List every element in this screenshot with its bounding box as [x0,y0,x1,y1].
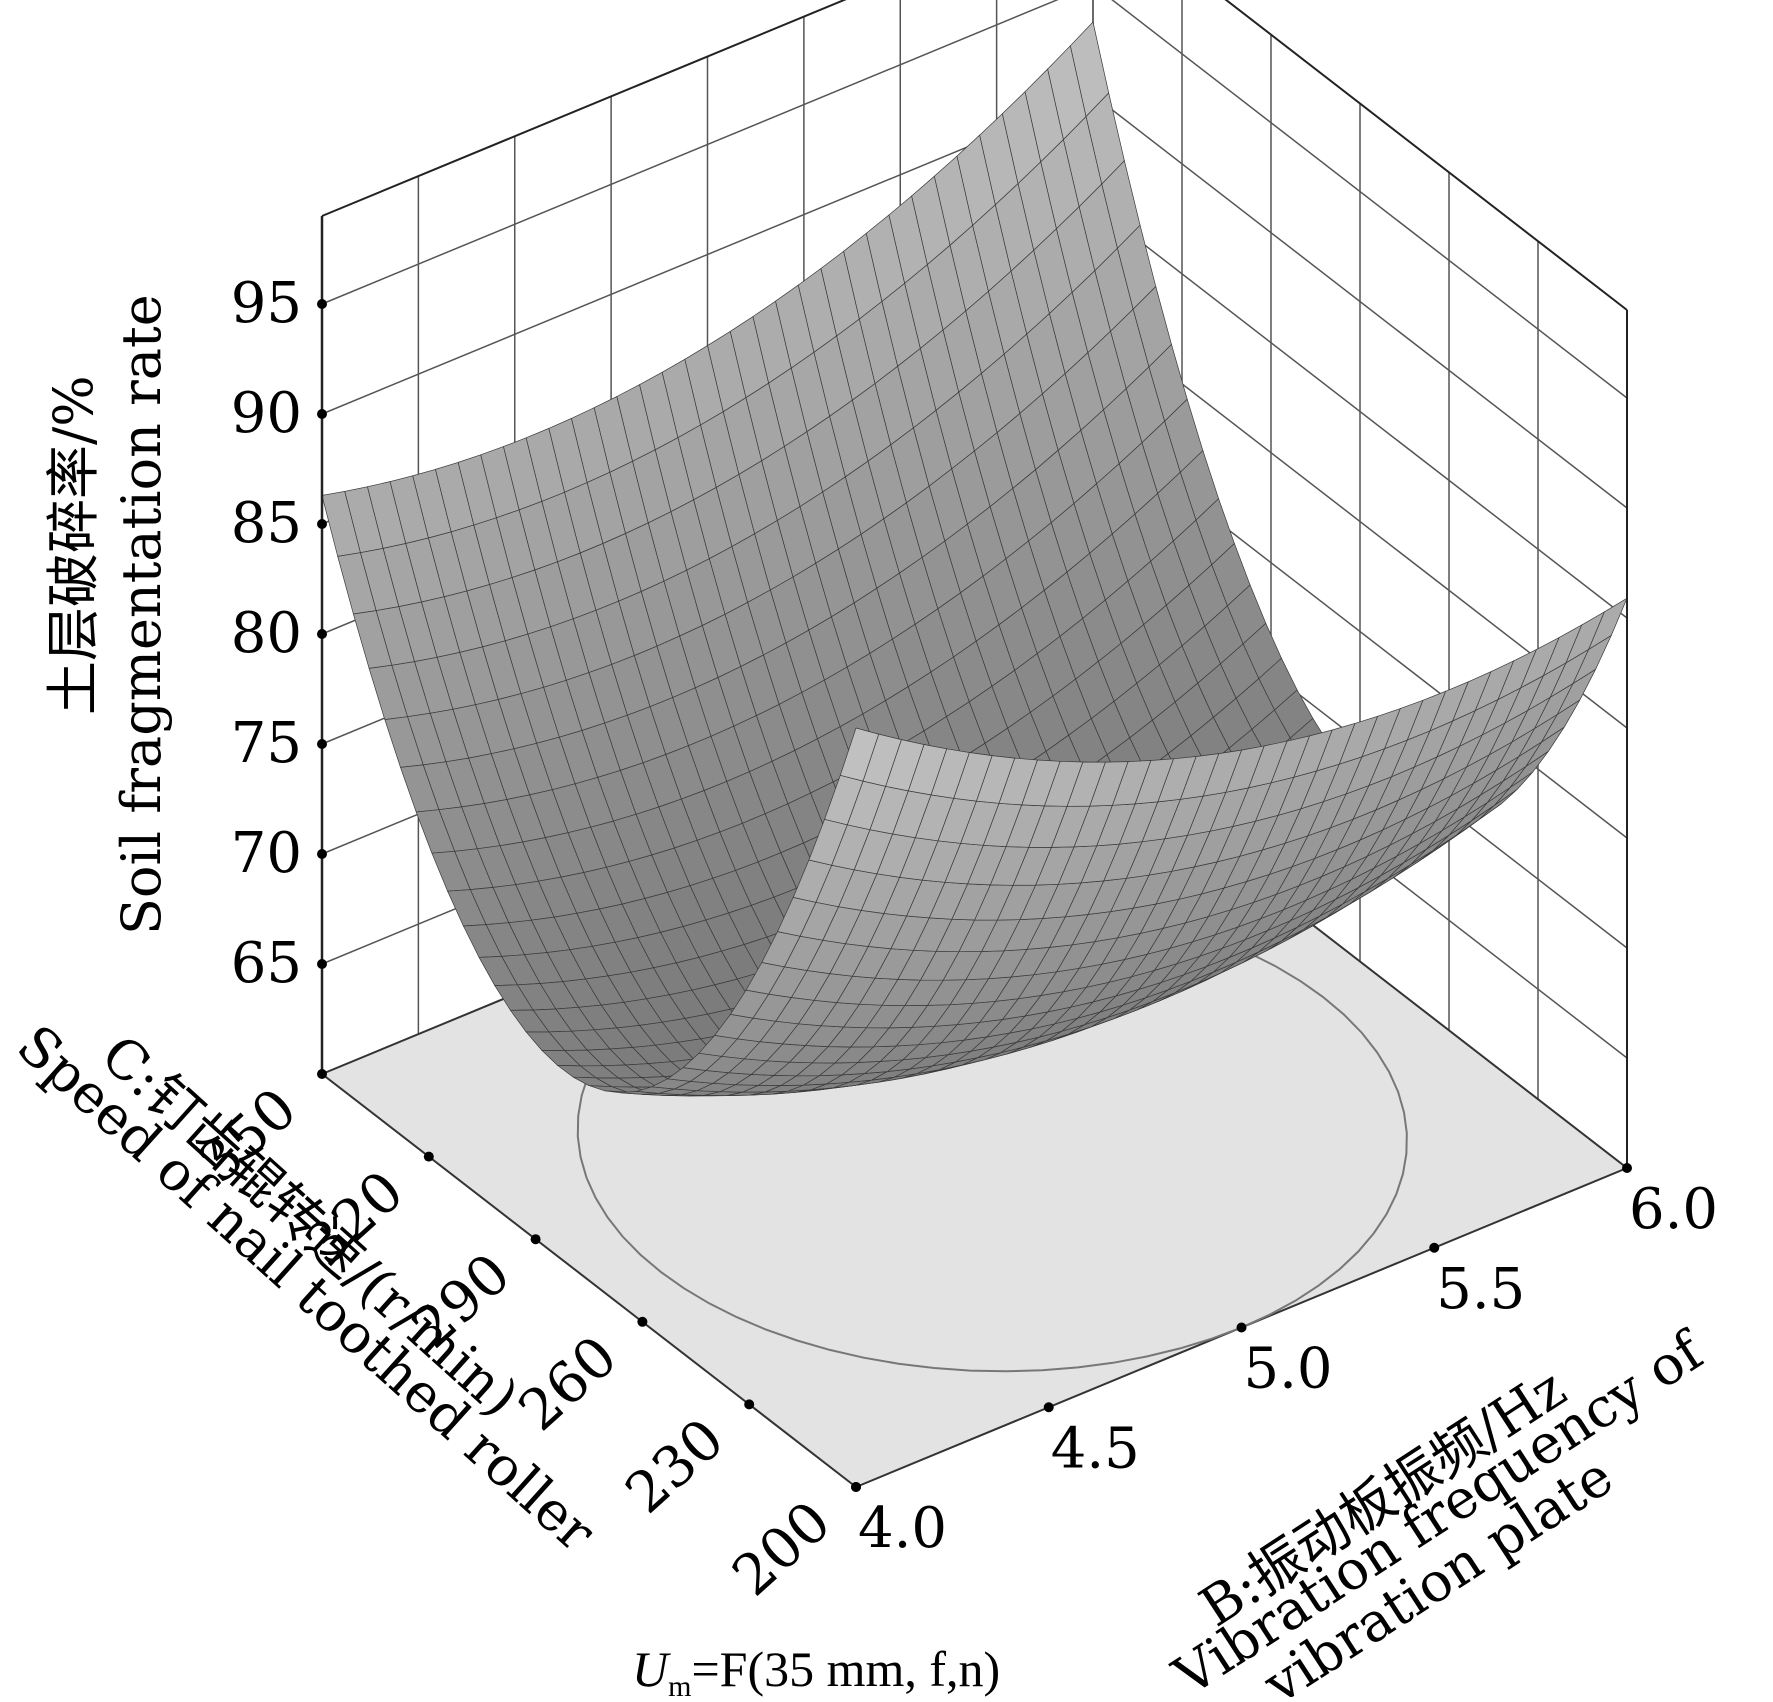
axis-frame [320,0,1628,1168]
z-tick-mark [317,629,327,639]
z-tick-label: 75 [231,711,302,776]
formula-label: Um=F(35 mm, f,n) [632,1641,1000,1697]
x-tick-label: 4.5 [1051,1416,1140,1481]
x-tick-mark [1236,1322,1247,1333]
y-tick-label: 230 [614,1406,737,1526]
z-tick-label: 70 [231,821,302,886]
x-tick-mark [1622,1163,1632,1173]
z-tick-mark [317,849,327,859]
x-tick-mark [851,1482,861,1492]
y-tick-mark [530,1234,541,1245]
z-tick-label: 95 [231,271,302,336]
x-tick-label: 6.0 [1629,1177,1718,1242]
z-tick-mark [317,409,327,419]
z-axis-title-line1: 土层破碎率/% [42,375,105,715]
z-axis-title-line2: Soil fragmentation rate [110,294,173,935]
x-tick-label: 5.5 [1436,1257,1525,1322]
x-tick-label: 4.0 [858,1496,947,1561]
z-tick-label: 80 [231,601,302,666]
y-tick-mark [637,1316,648,1327]
z-tick-label: 90 [231,381,302,446]
z-tick-mark [317,299,327,309]
z-tick-mark [317,739,327,749]
x-tick-mark [1043,1402,1054,1413]
z-tick-label: 85 [231,491,302,556]
y-tick-label: 200 [720,1489,843,1609]
wall-grid-line [1111,0,1628,399]
z-tick-mark [317,519,327,529]
z-tick-mark [317,959,327,969]
x-tick-label: 5.0 [1244,1337,1333,1402]
surface-cell [839,727,880,782]
wall-grid-line [321,0,1059,305]
y-tick-mark [744,1399,755,1410]
y-tick-mark [423,1151,434,1162]
wall-grid-line [1092,94,1628,509]
x-tick-mark [1429,1242,1440,1253]
top-edge-left [321,0,847,217]
top-edge-right [1224,0,1628,311]
wall-grid-line [1092,204,1628,619]
wall-grid-line [321,94,1094,415]
z-tick-label: 65 [231,931,302,996]
response-surface [321,21,1628,1097]
y-tick-mark [317,1069,327,1079]
